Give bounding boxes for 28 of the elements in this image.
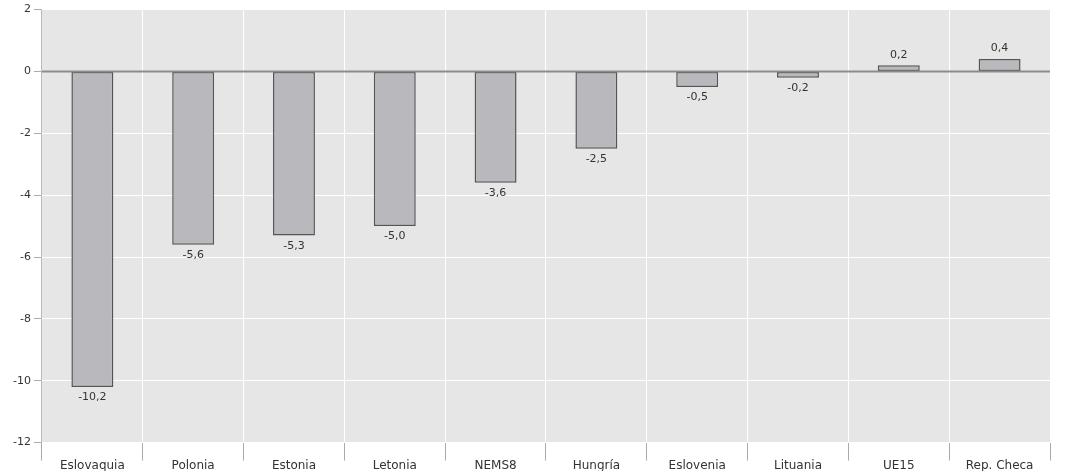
data-label: -5,3 [283,238,305,252]
x-tick-label: Lituania [774,457,822,472]
data-label: -0,5 [686,90,708,104]
x-tick-label: Letonia [372,457,417,472]
data-label: -0,2 [787,81,809,94]
y-tick-label: -6 [20,249,31,263]
y-tick-label: -4 [20,188,31,202]
x-tick-label: Eslovaquia [59,457,125,472]
y-tick-label: -2 [20,126,31,140]
x-tick-label: Estonia [271,457,317,472]
x-tick-label: UE15 [882,457,915,472]
x-tick-label: NEMS8 [474,457,517,472]
data-label: -2,5 [585,152,608,166]
x-tick-label: Hungría [572,457,621,472]
data-label: 0,2 [890,47,908,61]
data-label: -5,0 [384,229,406,243]
y-tick-label: -12 [13,435,31,449]
x-tick-label: Polonia [171,457,215,472]
data-label: -5,6 [182,248,204,262]
y-tick-label: 2 [23,2,31,16]
y-tick-label: -8 [20,311,31,325]
y-tick-label: -10 [13,373,31,387]
x-tick-label: Eslovenia [668,457,726,472]
data-label: 0,4 [990,41,1009,55]
y-tick-label: 0 [23,64,31,78]
data-label: -10,2 [78,390,107,404]
x-tick-label: Rep. Checa [965,457,1034,472]
data-label: -3,6 [484,186,507,200]
